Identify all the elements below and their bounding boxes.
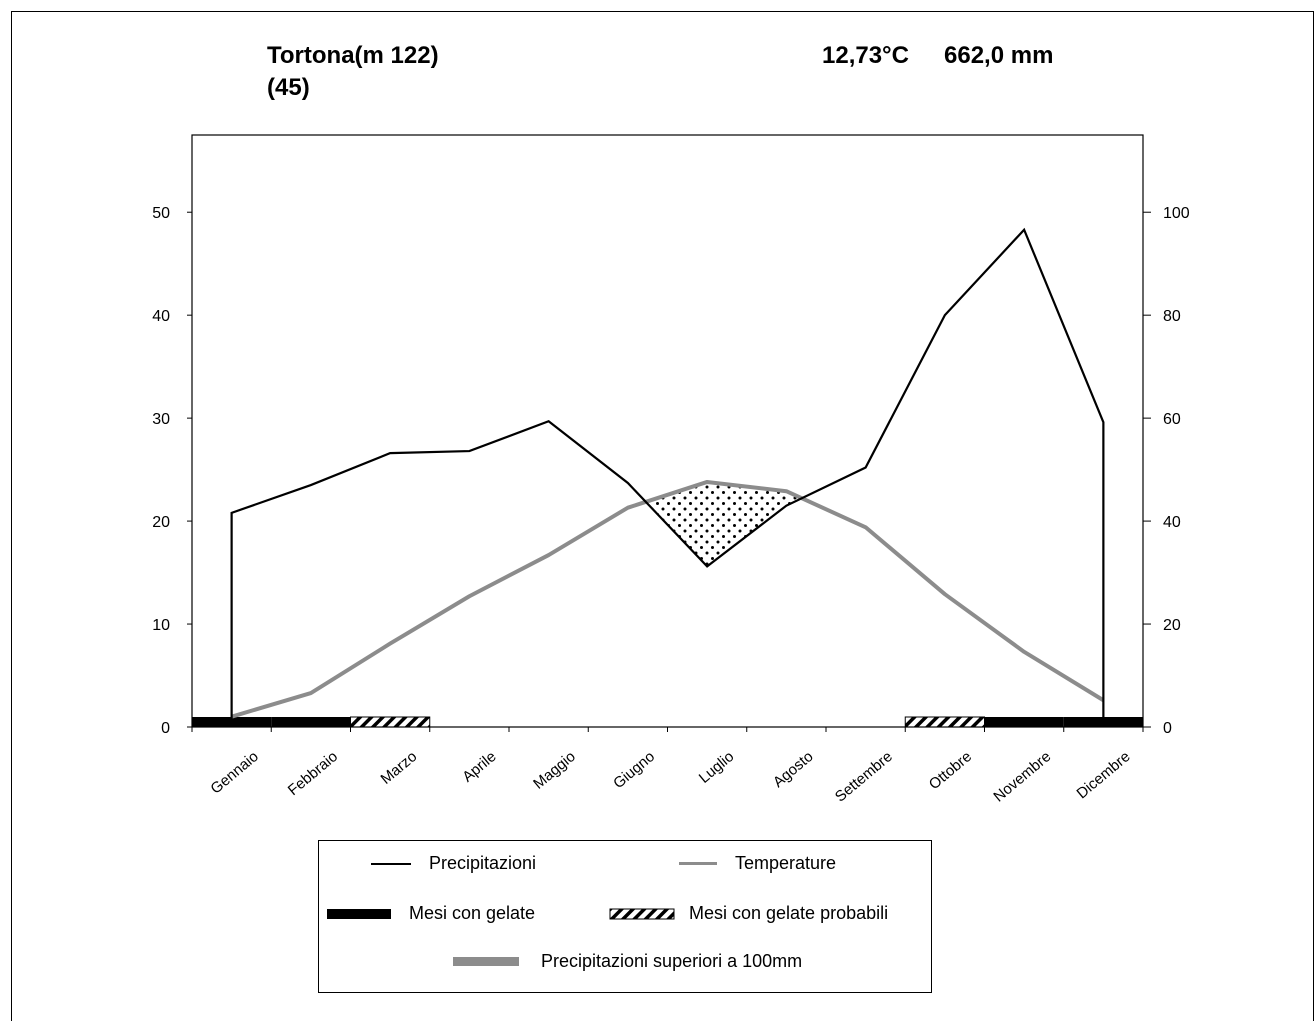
legend-label-frost-probable: Mesi con gelate probabili [689, 903, 888, 924]
y-left-tick-label: 10 [152, 617, 170, 634]
x-tick-label: Marzo [377, 748, 420, 788]
climate-chart: 0 10 20 30 40 50 0 20 40 60 80 100 Gennaio Febbraio Ma… [0, 0, 1315, 840]
y-right-tick-label: 100 [1163, 205, 1190, 222]
x-tick-label: Luglio [696, 748, 738, 787]
y-right-tick-label: 40 [1163, 514, 1181, 531]
x-tick-label: Novembre [990, 748, 1054, 806]
frost-probable-bar [351, 717, 430, 727]
x-tick-label: Gennaio [207, 748, 261, 797]
legend-item-precip-over-100: Precipitazioni superiori a 100mm [453, 951, 802, 972]
y-left-tick-label: 30 [152, 411, 170, 428]
legend-swatch-temperature [679, 862, 717, 865]
frost-bar [271, 717, 350, 727]
legend-label-temperature: Temperature [735, 853, 836, 874]
x-tick-label: Dicembre [1073, 748, 1133, 802]
legend-label-precipitation: Precipitazioni [429, 853, 536, 874]
legend-swatch-precipitation [371, 863, 411, 865]
frost-bars [192, 717, 1143, 727]
y-left-tick-label: 20 [152, 514, 170, 531]
legend-item-frost-probable: Mesi con gelate probabili [609, 903, 888, 924]
legend: Precipitazioni Temperature Mesi con gela… [318, 840, 932, 993]
y-left-tick-label: 50 [152, 205, 170, 222]
y-left-tick-label: 0 [161, 720, 170, 737]
legend-swatch-frost-probable [609, 908, 675, 920]
x-tick-label: Aprile [459, 748, 499, 786]
frost-probable-bar [905, 717, 984, 727]
x-tick-label: Febbraio [285, 748, 341, 799]
legend-label-frost: Mesi con gelate [409, 903, 535, 924]
legend-swatch-frost [327, 909, 391, 919]
x-tick-label: Settembre [832, 748, 896, 806]
y-left-tick-label: 40 [152, 308, 170, 325]
y-right-tick-label: 0 [1163, 720, 1172, 737]
x-tick-label: Maggio [530, 748, 579, 793]
y-right-tick-label: 80 [1163, 308, 1181, 325]
x-tick-label: Agosto [770, 748, 817, 791]
x-tick-label: Giugno [610, 748, 658, 792]
frost-bar [985, 717, 1064, 727]
x-tick-label: Ottobre [926, 748, 975, 793]
legend-item-frost: Mesi con gelate [327, 903, 535, 924]
precipitation-line [232, 230, 1104, 727]
legend-item-temperature: Temperature [679, 853, 836, 874]
y-right-tick-label: 60 [1163, 411, 1181, 428]
y-right-tick-label: 20 [1163, 617, 1181, 634]
series-lines [232, 230, 1104, 727]
plot-area [192, 135, 1143, 727]
legend-label-precip-over-100: Precipitazioni superiori a 100mm [541, 951, 802, 972]
legend-swatch-precip-over-100 [453, 957, 519, 966]
legend-item-precipitation: Precipitazioni [371, 853, 536, 874]
